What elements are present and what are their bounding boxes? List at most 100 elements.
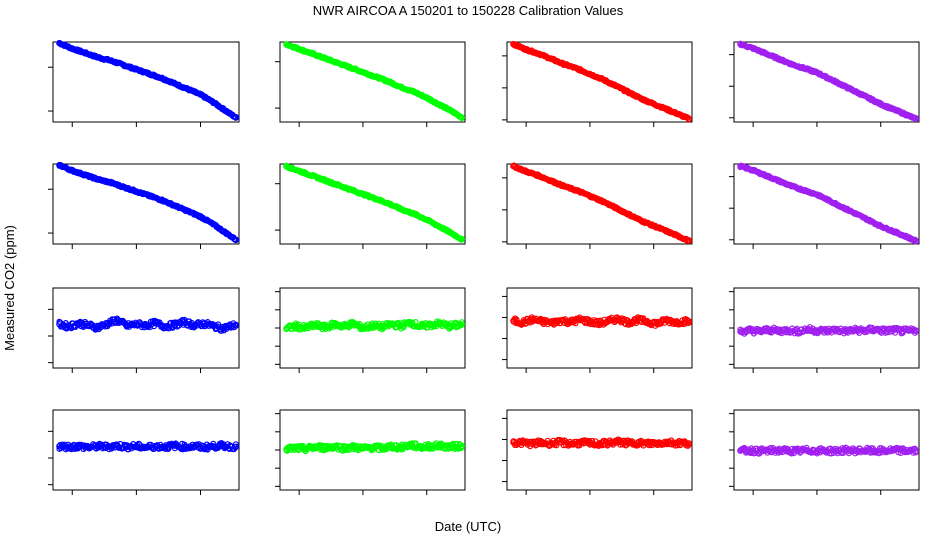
data-point	[161, 323, 169, 330]
data-series	[283, 41, 465, 122]
data-point	[842, 328, 849, 335]
panel-4	[729, 40, 920, 127]
data-point	[426, 443, 434, 450]
data-point	[785, 327, 792, 334]
plot-frame	[52, 163, 240, 245]
data-point	[292, 445, 300, 452]
data-point	[302, 445, 309, 453]
plot-frame	[506, 287, 693, 369]
data-point	[535, 50, 543, 57]
plot-frame	[506, 41, 693, 123]
data-point	[852, 88, 859, 95]
data-point	[861, 327, 869, 334]
data-point	[577, 439, 584, 446]
data-series	[737, 324, 920, 337]
data-point	[222, 107, 230, 115]
data-point	[398, 322, 405, 329]
data-point	[190, 443, 198, 450]
data-point	[68, 167, 76, 174]
data-point	[184, 207, 191, 215]
data-point	[210, 99, 217, 106]
data-point	[407, 319, 414, 326]
data-point	[653, 440, 661, 447]
data-point	[890, 106, 897, 113]
data-point	[644, 318, 651, 325]
data-point	[75, 443, 82, 450]
data-point	[804, 447, 811, 454]
data-point	[369, 444, 376, 451]
plot-frame	[52, 41, 240, 123]
data-point	[877, 100, 884, 108]
data-point	[417, 323, 424, 330]
data-point	[672, 318, 680, 326]
data-point	[756, 447, 763, 455]
data-point	[586, 70, 594, 78]
data-point	[398, 444, 405, 451]
data-point	[161, 443, 169, 450]
data-point	[823, 447, 830, 454]
data-point	[599, 76, 606, 83]
data-point	[880, 447, 888, 454]
data-point	[445, 323, 453, 330]
data-point	[749, 45, 757, 52]
data-point	[65, 443, 73, 450]
data-point	[548, 55, 555, 63]
panel-5	[48, 161, 240, 249]
data-point	[210, 322, 217, 330]
data-point	[685, 237, 693, 244]
data-point	[794, 328, 802, 335]
data-point	[864, 94, 872, 102]
data-point	[596, 320, 603, 327]
data-point	[232, 114, 239, 121]
data-point	[746, 327, 754, 334]
data-point	[458, 114, 465, 121]
data-point	[81, 171, 89, 179]
data-point	[417, 443, 424, 451]
data-point	[113, 316, 121, 324]
data-point	[788, 60, 795, 68]
data-point	[558, 439, 565, 446]
data-point	[801, 187, 808, 194]
data-point	[663, 227, 670, 235]
data-point	[839, 81, 846, 89]
data-point	[308, 50, 316, 57]
data-point	[912, 447, 920, 454]
data-point	[184, 85, 191, 93]
data-series	[510, 40, 693, 123]
plot-frame	[506, 163, 693, 245]
panel-15	[502, 409, 693, 495]
data-point	[775, 327, 782, 335]
data-point	[120, 61, 127, 69]
data-point	[426, 321, 434, 329]
data-point	[826, 197, 833, 204]
data-point	[94, 54, 102, 61]
data-point	[535, 172, 543, 179]
panel-10	[275, 287, 466, 373]
data-point	[56, 321, 63, 328]
data-point	[903, 233, 910, 240]
data-point	[823, 327, 830, 335]
data-point	[219, 325, 227, 332]
data-point	[775, 177, 782, 184]
data-point	[899, 447, 907, 454]
data-point	[605, 317, 613, 324]
data-point	[650, 100, 657, 108]
data-point	[308, 172, 316, 179]
data-point	[676, 111, 683, 118]
data-point	[529, 440, 536, 447]
data-point	[577, 316, 584, 323]
data-point	[181, 318, 188, 326]
data-point	[145, 70, 153, 78]
figure-title: NWR AIRCOA A 150201 to 150228 Calibratio…	[313, 3, 624, 18]
data-point	[663, 105, 670, 113]
data-point	[331, 321, 338, 328]
data-point	[295, 45, 303, 53]
data-point	[548, 177, 555, 185]
data-point	[197, 213, 204, 220]
data-point	[510, 162, 517, 170]
x-axis-label: Date (UTC)	[435, 519, 501, 534]
panel-11	[502, 287, 693, 373]
data-point	[68, 45, 76, 52]
data-point	[359, 445, 367, 452]
data-point	[321, 176, 328, 184]
